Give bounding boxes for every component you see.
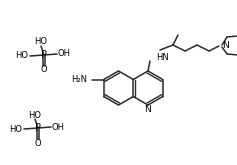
Text: HO: HO	[15, 51, 28, 61]
Text: H₂N: H₂N	[71, 75, 87, 84]
Text: O: O	[41, 66, 47, 75]
Text: N: N	[145, 105, 151, 115]
Text: N: N	[222, 42, 229, 50]
Text: O: O	[35, 138, 41, 148]
Text: HO: HO	[35, 37, 47, 47]
Text: OH: OH	[58, 50, 70, 59]
Text: P: P	[41, 50, 47, 60]
Text: HO: HO	[9, 125, 23, 133]
Text: OH: OH	[51, 122, 64, 132]
Text: HN: HN	[156, 53, 169, 63]
Text: P: P	[35, 123, 41, 133]
Text: HO: HO	[28, 111, 41, 119]
